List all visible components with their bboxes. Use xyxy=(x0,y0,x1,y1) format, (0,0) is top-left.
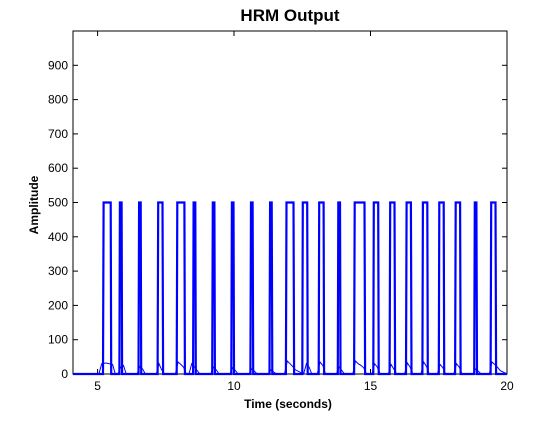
x-tick-label: 5 xyxy=(94,379,101,393)
series-layer xyxy=(73,201,508,376)
y-tick-label: 100 xyxy=(48,333,68,347)
y-tick-label: 900 xyxy=(48,58,68,72)
y-tick-label: 400 xyxy=(48,230,68,244)
y-tick-label: 800 xyxy=(48,93,68,107)
y-tick-label: 200 xyxy=(48,298,68,312)
x-tick-label: 15 xyxy=(364,379,378,393)
chart-title: HRM Output xyxy=(240,6,339,25)
signal-series-line xyxy=(73,359,508,375)
y-tick-label: 300 xyxy=(48,264,68,278)
x-tick-label: 10 xyxy=(227,379,241,393)
y-tick-label: 500 xyxy=(48,196,68,210)
y-tick-label: 700 xyxy=(48,127,68,141)
x-tick-label: 20 xyxy=(500,379,514,393)
y-tick-label: 600 xyxy=(48,161,68,175)
x-axis-label: Time (seconds) xyxy=(244,397,332,411)
pulse-series-line xyxy=(73,201,507,376)
y-axis-label: Amplitude xyxy=(27,175,41,234)
y-tick-label: 0 xyxy=(61,367,68,381)
